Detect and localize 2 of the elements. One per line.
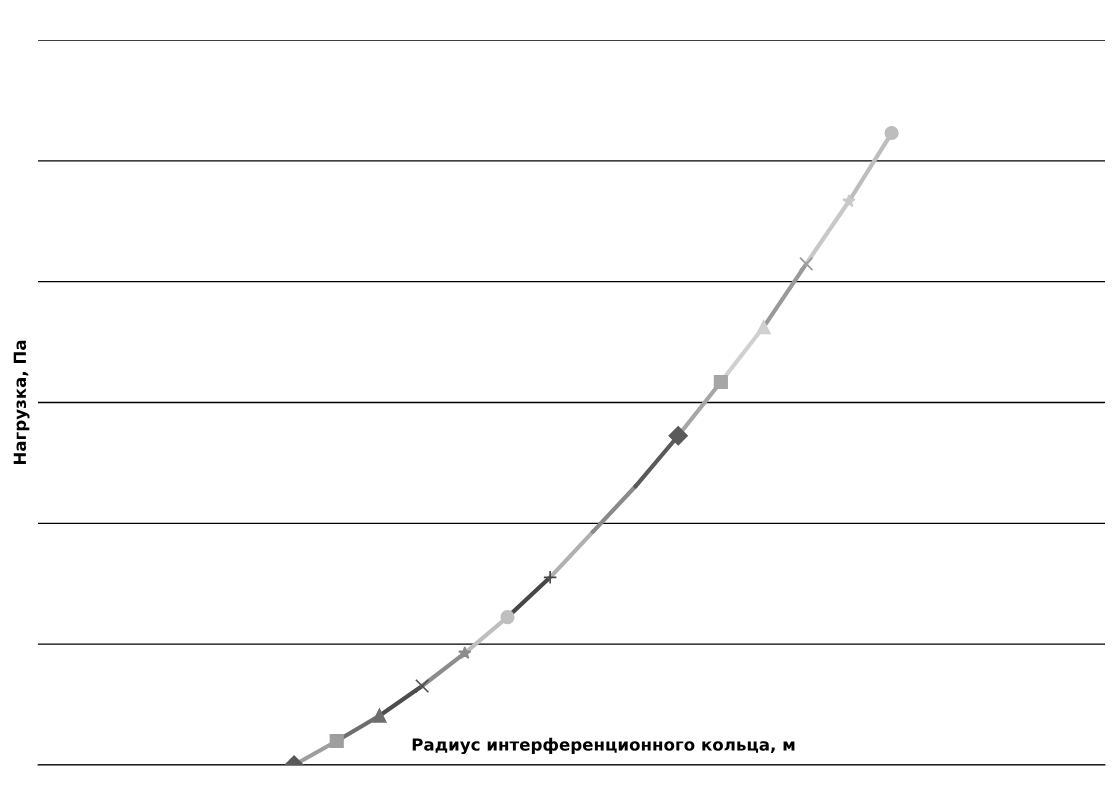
y-axis-title: Нагрузка, Па <box>13 340 30 465</box>
x-axis-title: Радиус интерференционного кольца, м <box>412 737 795 755</box>
